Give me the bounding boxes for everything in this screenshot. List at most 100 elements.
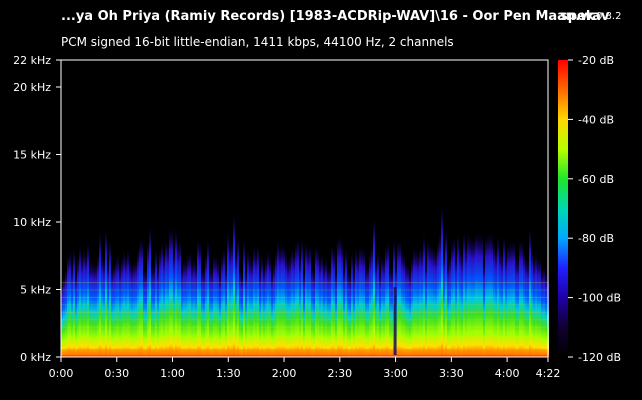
spectrum-column [103, 258, 105, 357]
spectrum-column [85, 253, 87, 357]
spectrum-column [459, 246, 461, 357]
spectrum-column [363, 249, 365, 357]
spectrum-column [161, 241, 163, 357]
spectrum-column [517, 258, 519, 357]
spectrum-column [289, 255, 291, 357]
time-tick-label: 4:22 [536, 367, 561, 380]
spectrum-column [489, 232, 491, 357]
spectrum-column [499, 249, 501, 357]
spectrum-column [365, 265, 367, 357]
spectrum-column [493, 242, 495, 357]
spectrum-column [439, 232, 441, 357]
spectrum-column [389, 266, 391, 357]
spectrum-column [235, 252, 237, 357]
spectrum-column [495, 248, 497, 357]
spectrum-column [387, 241, 389, 357]
frequency-tick-label: 10 kHz [13, 216, 51, 229]
spectrum-column [457, 233, 459, 357]
spectrum-column [435, 250, 437, 357]
frequency-tick-label: 5 kHz [20, 284, 51, 297]
spectrum-column [265, 258, 267, 357]
spectrum-column [357, 254, 359, 357]
spectrum-column [133, 260, 135, 357]
spectrum-column [505, 253, 507, 357]
spectrum-column [127, 249, 129, 357]
spectrum-column [69, 250, 71, 357]
spectrum-column [473, 237, 475, 357]
spectrum-column [239, 267, 241, 357]
spectrogram-frame [60, 59, 549, 358]
spectrum-column [401, 250, 403, 357]
spectrum-column [373, 218, 375, 357]
harmonic-band [61, 296, 548, 298]
spectrum-column [211, 267, 213, 357]
spectrum-column [529, 227, 531, 357]
time-axis: 0:00 0:30 1:00 1:30 2:00 2:30 3:00 3:30 4:00 4:22 [49, 357, 561, 380]
spectrum-column [71, 264, 73, 357]
harmonic-band [61, 319, 548, 321]
file-title: ...ya Oh Priya (Ramiy Records) [1983-ACD… [61, 9, 610, 24]
spectrum-column [221, 254, 223, 357]
spectrum-column [281, 243, 283, 357]
spectrum-column [469, 235, 471, 357]
low-frequency-band [61, 349, 548, 355]
spectrum-column [167, 243, 169, 357]
spectrum-column [197, 238, 199, 357]
spectrum-column [261, 255, 263, 357]
spectrum-column [399, 239, 401, 357]
spectrum-column [159, 248, 161, 357]
spectrum-column [523, 250, 525, 357]
spectrum-column [231, 241, 233, 357]
spectrum-column [193, 258, 195, 357]
spectrum-column [273, 262, 275, 357]
spectrum-column [83, 249, 85, 357]
spectrum-column [511, 241, 513, 357]
spectrum-column [541, 269, 543, 357]
spectrum-column [345, 248, 347, 357]
spectrum-column [165, 239, 167, 357]
app-name: spek [560, 9, 595, 24]
frequency-tick-label: 0 kHz [20, 351, 51, 364]
spectrum-column [117, 254, 119, 357]
spectrum-column [91, 261, 93, 357]
spectrum-column [407, 263, 409, 357]
harmonic-band [61, 282, 548, 284]
spectrum-column [383, 258, 385, 357]
spectrum-column [449, 255, 451, 357]
spectrum-column [153, 265, 155, 357]
spectrum-column [283, 245, 285, 357]
spectrum-column [189, 251, 191, 357]
spectrum-column [173, 249, 175, 357]
spectrum-column [115, 258, 117, 357]
spectrum-column [437, 240, 439, 357]
spectrum-column [323, 263, 325, 357]
time-tick-label: 4:00 [495, 367, 520, 380]
spectrum-column [423, 234, 425, 357]
spectrum-column [275, 250, 277, 357]
level-tick-label: -40 dB [578, 113, 614, 126]
spectrum-column [121, 257, 123, 357]
spectrum-column [485, 236, 487, 357]
spectrum-column [131, 264, 133, 357]
spectrum-column [267, 250, 269, 357]
spectrum-column [343, 265, 345, 357]
spectrum-column [515, 256, 517, 357]
spectrum-column [241, 272, 243, 357]
spectrum-column [299, 256, 301, 357]
spectrum-column [455, 253, 457, 357]
spectrum-column [123, 251, 125, 357]
spectrum-column [263, 265, 265, 357]
spectrum-column [111, 267, 113, 357]
level-tick-label: -120 dB [578, 351, 621, 364]
harmonic-band [61, 311, 548, 313]
spectrum-column [443, 251, 445, 357]
spectrum-column [215, 255, 217, 357]
spectrum-column [145, 268, 147, 357]
spectrum-column [513, 240, 515, 357]
spectrum-column [137, 249, 139, 357]
spectrum-column [329, 265, 331, 357]
spectrum-column [535, 252, 537, 357]
spectrum-column [507, 243, 509, 357]
spectrum-column [543, 266, 545, 357]
